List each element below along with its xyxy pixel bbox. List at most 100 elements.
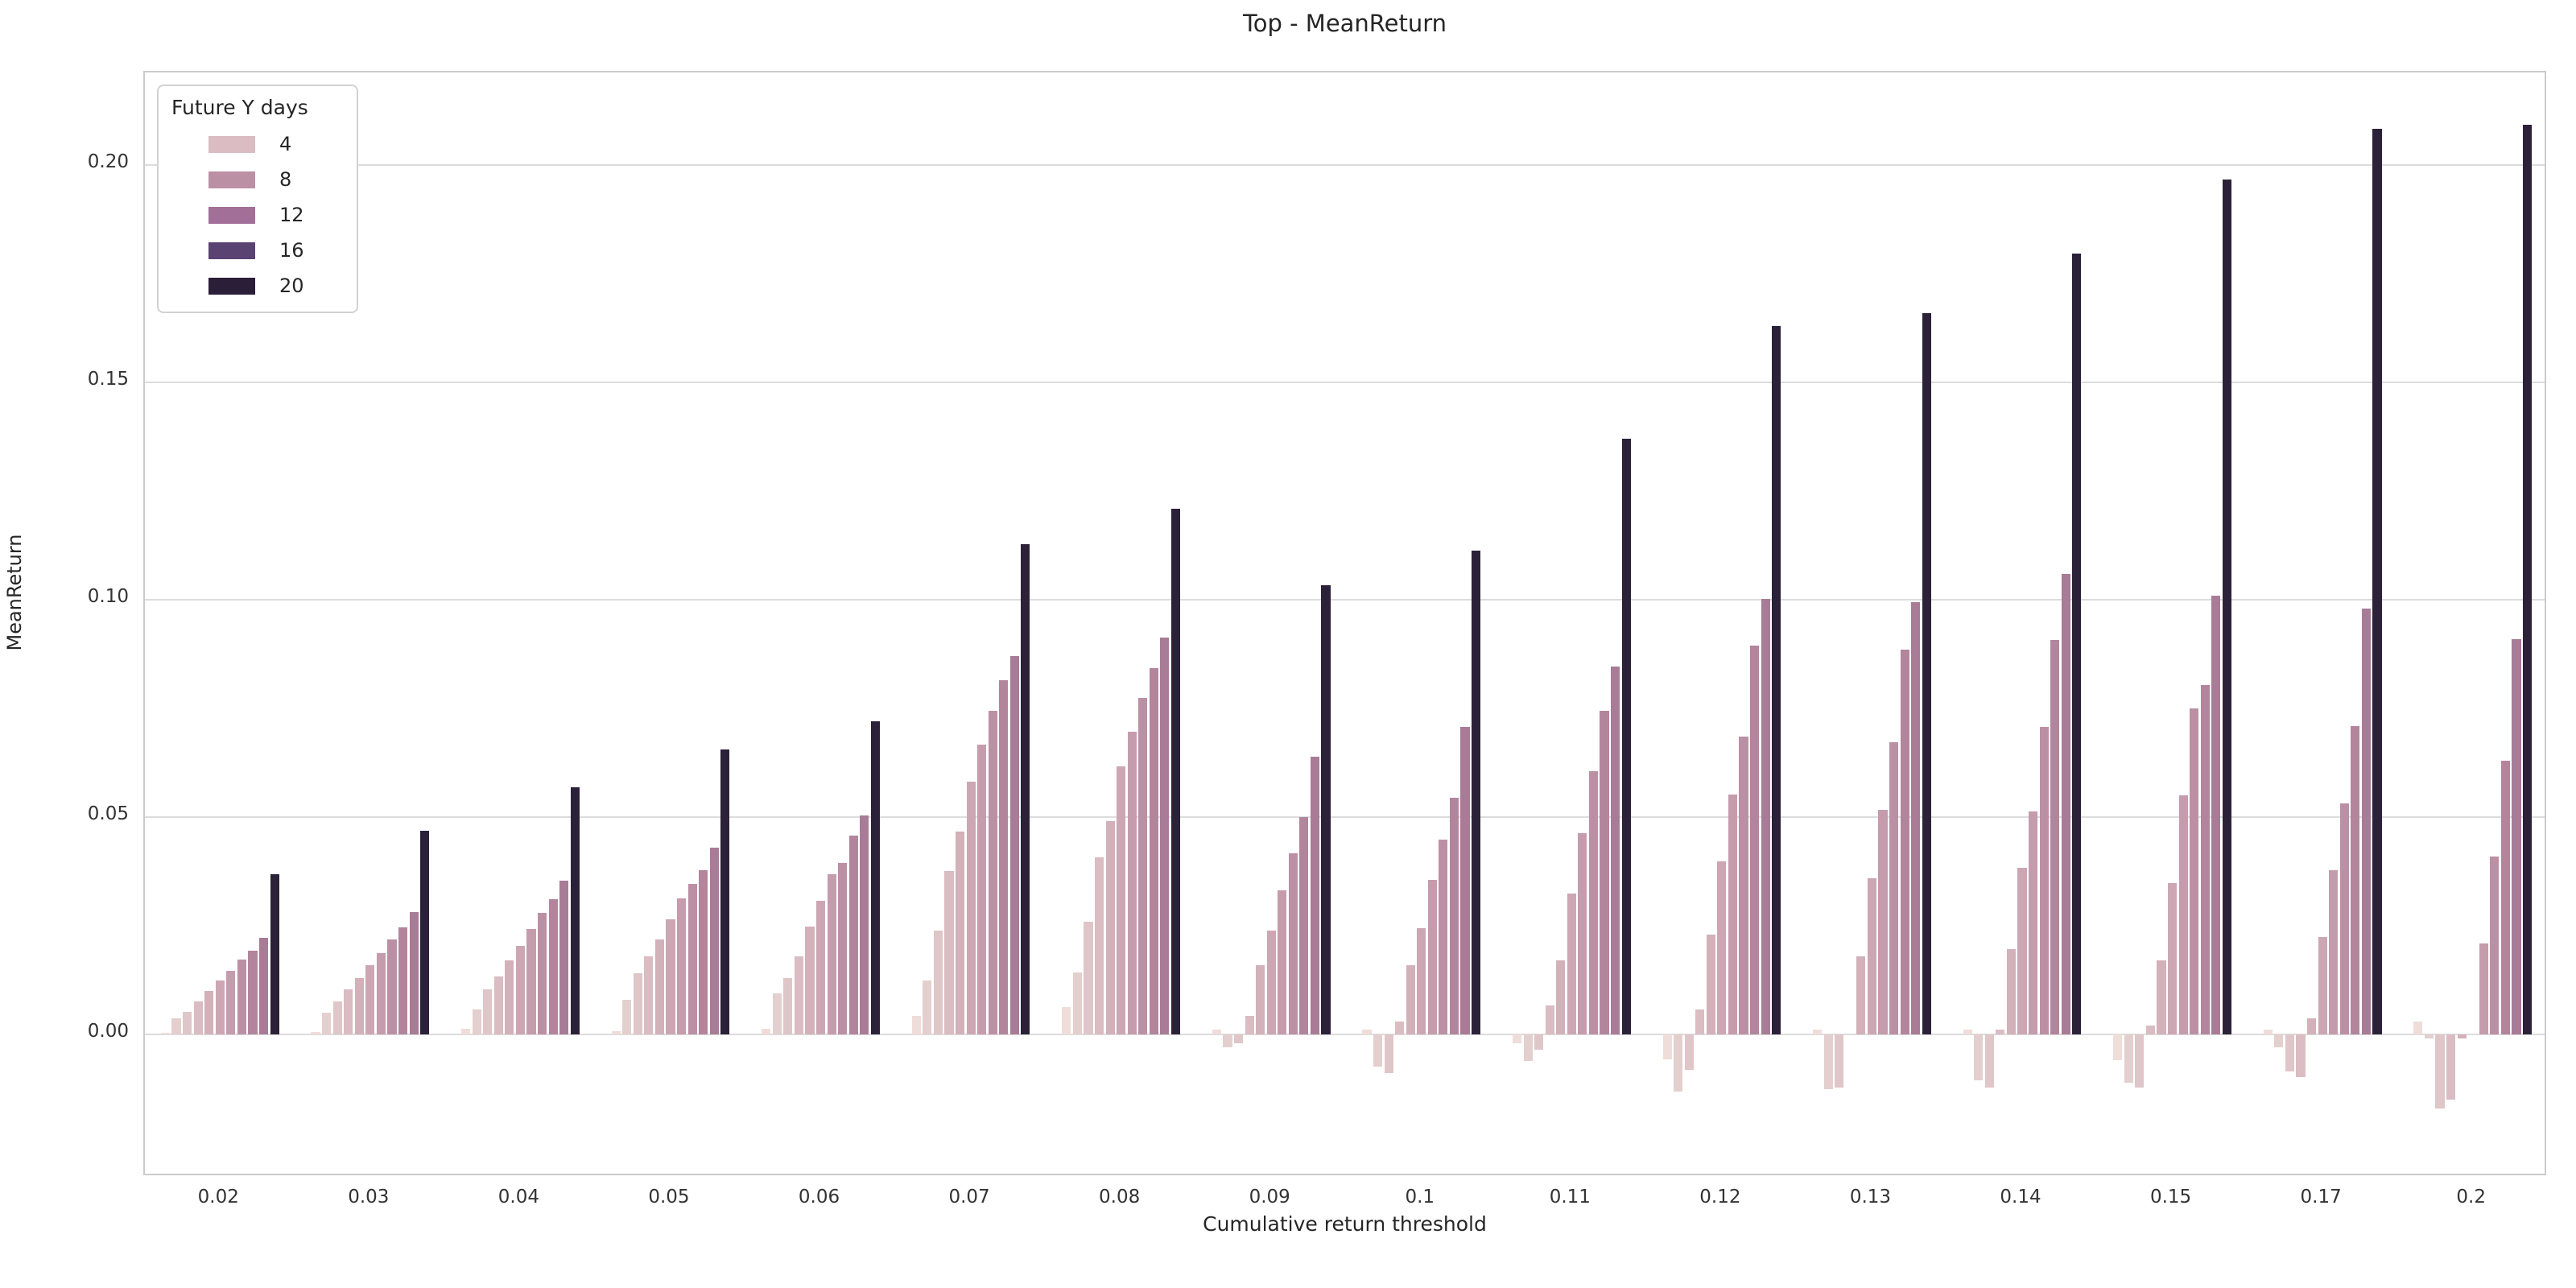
bar-x0.14-day1 [1963,1030,1972,1034]
bar-x0.17-day10 [2361,608,2371,1034]
gridline-y-0.20 [145,164,2545,166]
bar-x0.14-day6 [2017,868,2027,1034]
x-tick-label: 0.06 [798,1187,840,1208]
x-tick-label: 0.1 [1405,1187,1435,1208]
bar-x0.02-day3 [183,1011,192,1034]
legend-entry-20: 20 [159,275,357,307]
bar-x0.13-day8 [1889,741,1899,1034]
bar-x0.11-day8 [1588,771,1599,1034]
x-tick-label: 0.03 [348,1187,390,1208]
bar-x0.03-day1 [311,1031,320,1034]
bar-x0.08-day9 [1149,667,1158,1034]
bar-x0.03-day6 [365,965,375,1034]
bar-x0.06-day9 [848,836,858,1034]
bar-x0.2-day5 [2457,1034,2467,1039]
bar-x0.07-day1 [911,1015,921,1034]
legend-swatch-8 [208,171,255,188]
x-tick-label: 0.08 [1099,1187,1141,1208]
legend-label: 12 [279,204,304,226]
bar-x0.07-day20 [1021,544,1030,1034]
bar-x0.06-day6 [815,900,826,1034]
bar-x0.03-day4 [344,989,353,1034]
bar-x0.14-day20 [2072,253,2082,1034]
bar-x0.17-day4 [2296,1034,2306,1077]
bar-x0.06-day7 [827,874,836,1034]
bar-x0.14-day5 [2006,948,2017,1034]
bar-x0.14-day10 [2061,573,2070,1034]
bar-x0.02-day9 [248,950,258,1034]
bar-x0.13-day1 [1813,1030,1823,1034]
bar-x0.2-day1 [2413,1021,2423,1034]
bar-x0.2-day7 [2479,943,2488,1034]
bar-x0.11-day4 [1545,1005,1554,1034]
bar-x0.2-day20 [2522,125,2533,1034]
chart-title: Top - MeanReturn [1242,10,1447,37]
bar-x0.15-day10 [2211,595,2221,1034]
legend-label: 8 [279,168,292,191]
bar-x0.12-day5 [1706,934,1715,1034]
bar-x0.1-day8 [1439,840,1448,1034]
bar-x0.07-day8 [988,710,997,1034]
legend-swatch-16 [208,242,255,259]
bar-x0.14-day7 [2029,811,2038,1034]
bar-x0.03-day5 [354,977,364,1034]
bar-x0.04-day4 [493,976,503,1034]
bar-x0.05-day9 [699,870,708,1034]
bar-x0.14-day8 [2039,727,2049,1034]
bar-x0.06-day10 [860,815,869,1034]
bar-x0.02-day5 [204,991,214,1034]
bar-x0.02-day6 [215,980,225,1034]
bar-x0.17-day3 [2285,1034,2294,1071]
bar-x0.03-day3 [332,1001,342,1034]
bar-x0.05-day10 [709,847,719,1034]
bar-x0.06-day20 [870,721,880,1034]
legend-label: 16 [279,239,304,262]
bar-x0.14-day3 [1984,1034,1994,1088]
bar-x0.1-day4 [1395,1022,1405,1034]
legend-swatch-4 [208,136,255,153]
bar-x0.2-day9 [2500,760,2510,1034]
x-tick-label: 0.11 [1549,1187,1591,1208]
bar-x0.15-day4 [2145,1026,2156,1034]
bar-x0.02-day10 [258,938,269,1034]
legend-swatch-12 [208,207,255,224]
gridline-y-0.15 [145,381,2545,383]
bar-x0.04-day8 [537,912,547,1034]
y-tick-label: 0.00 [87,1020,129,1042]
bar-x0.09-day10 [1310,756,1320,1034]
x-tick-label: 0.04 [497,1187,540,1208]
legend-entry-16: 16 [159,239,357,271]
bar-x0.11-day5 [1556,960,1566,1034]
y-tick-label: 0.20 [87,151,129,172]
x-tick-label: 0.02 [197,1187,239,1208]
bar-x0.2-day4 [2446,1034,2456,1100]
bar-x0.14-day4 [1996,1030,2005,1034]
bar-x0.09-day5 [1256,965,1265,1034]
legend-entry-4: 4 [159,133,357,165]
bar-x0.11-day10 [1611,666,1620,1034]
plot-area: Future Y days 4 8 12 16 20 [143,71,2546,1175]
bar-x0.04-day6 [515,945,525,1034]
bar-x0.15-day20 [2222,179,2231,1034]
bar-x0.08-day5 [1105,820,1115,1034]
bar-x0.04-day7 [526,929,536,1034]
bar-x0.08-day6 [1117,766,1126,1034]
bar-x0.07-day2 [923,980,932,1034]
bar-x0.08-day1 [1062,1006,1071,1034]
bar-x0.04-day1 [461,1028,471,1034]
bar-x0.08-day4 [1094,857,1104,1034]
x-tick-label: 0.17 [2300,1187,2342,1208]
legend: Future Y days 4 8 12 16 20 [157,85,358,313]
x-tick-label: 0.14 [2000,1187,2041,1208]
bar-x0.1-day1 [1362,1030,1372,1034]
bar-x0.04-day5 [505,960,514,1034]
bar-x0.07-day4 [944,871,954,1034]
bar-x0.03-day10 [409,912,419,1034]
y-tick-label: 0.10 [87,585,129,607]
bar-x0.2-day2 [2424,1034,2434,1039]
bar-x0.06-day1 [762,1029,771,1034]
x-tick-label: 0.13 [1849,1187,1892,1208]
x-tick-label: 0.09 [1249,1187,1290,1208]
bar-x0.2-day3 [2435,1034,2445,1108]
